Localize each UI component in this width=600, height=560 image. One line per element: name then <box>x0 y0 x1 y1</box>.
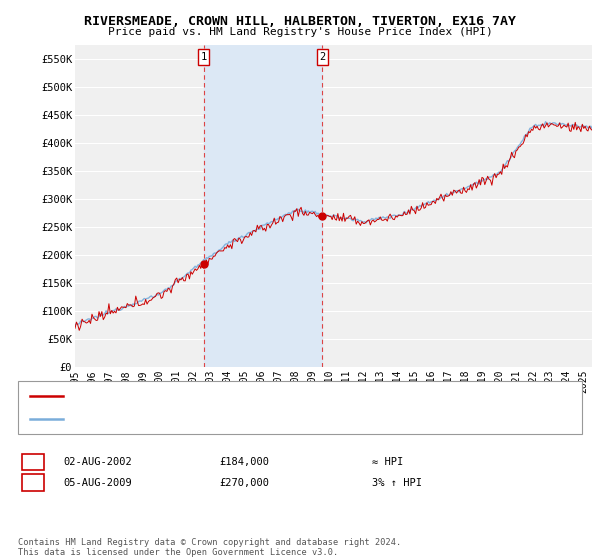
Text: Price paid vs. HM Land Registry's House Price Index (HPI): Price paid vs. HM Land Registry's House … <box>107 27 493 37</box>
Text: HPI: Average price, detached house, Mid Devon: HPI: Average price, detached house, Mid … <box>69 414 311 423</box>
Text: RIVERSMEADE, CROWN HILL, HALBERTON, TIVERTON, EX16 7AY (detached house): RIVERSMEADE, CROWN HILL, HALBERTON, TIVE… <box>69 391 451 400</box>
Text: 2: 2 <box>319 52 325 62</box>
Text: £270,000: £270,000 <box>219 478 269 488</box>
Bar <box>203 45 322 367</box>
Text: 02-AUG-2002: 02-AUG-2002 <box>63 457 132 467</box>
Text: RIVERSMEADE, CROWN HILL, HALBERTON, TIVERTON, EX16 7AY: RIVERSMEADE, CROWN HILL, HALBERTON, TIVE… <box>84 15 516 27</box>
Text: Contains HM Land Registry data © Crown copyright and database right 2024.
This d: Contains HM Land Registry data © Crown c… <box>18 538 401 557</box>
Text: £184,000: £184,000 <box>219 457 269 467</box>
Text: 1: 1 <box>200 52 206 62</box>
Text: 2: 2 <box>29 478 37 488</box>
Text: 1: 1 <box>29 457 37 467</box>
Text: 05-AUG-2009: 05-AUG-2009 <box>63 478 132 488</box>
Text: ≈ HPI: ≈ HPI <box>372 457 403 467</box>
Text: 3% ↑ HPI: 3% ↑ HPI <box>372 478 422 488</box>
